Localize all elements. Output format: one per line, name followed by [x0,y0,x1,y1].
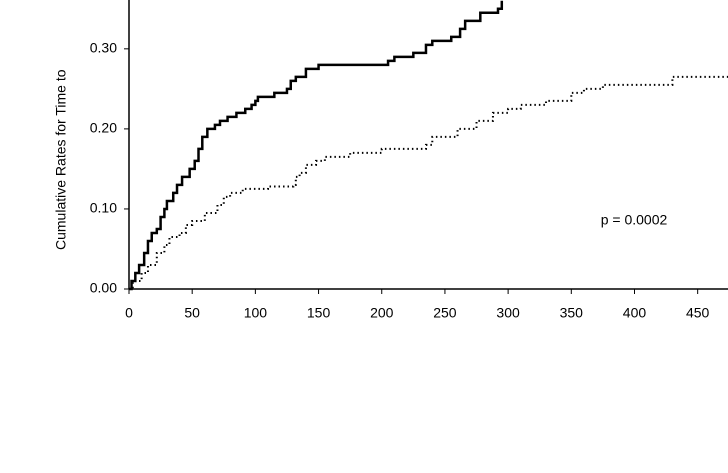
x-tick-label: 450 [686,305,710,321]
x-tick-label: 150 [307,305,331,321]
step-line [129,75,728,290]
y-tick-label: 0.30 [90,40,117,56]
x-tick-label: 100 [244,305,268,321]
x-tick-label: 250 [433,305,457,321]
x-tick-label: 300 [496,305,520,321]
x-tick-label: 400 [623,305,647,321]
x-tick-label: 0 [125,305,133,321]
annotation: p = 0.0002 [601,212,668,228]
x-tick-label: 200 [370,305,394,321]
y-tick-label: 0.00 [90,280,117,296]
y-tick-label: 0.10 [90,200,117,216]
x-tick-label: 50 [184,305,200,321]
step-line [129,0,504,291]
y-tick-label: 0.20 [90,120,117,136]
y-axis-label: Cumulative Rates for Time to [53,69,69,250]
x-tick-label: 350 [560,305,584,321]
